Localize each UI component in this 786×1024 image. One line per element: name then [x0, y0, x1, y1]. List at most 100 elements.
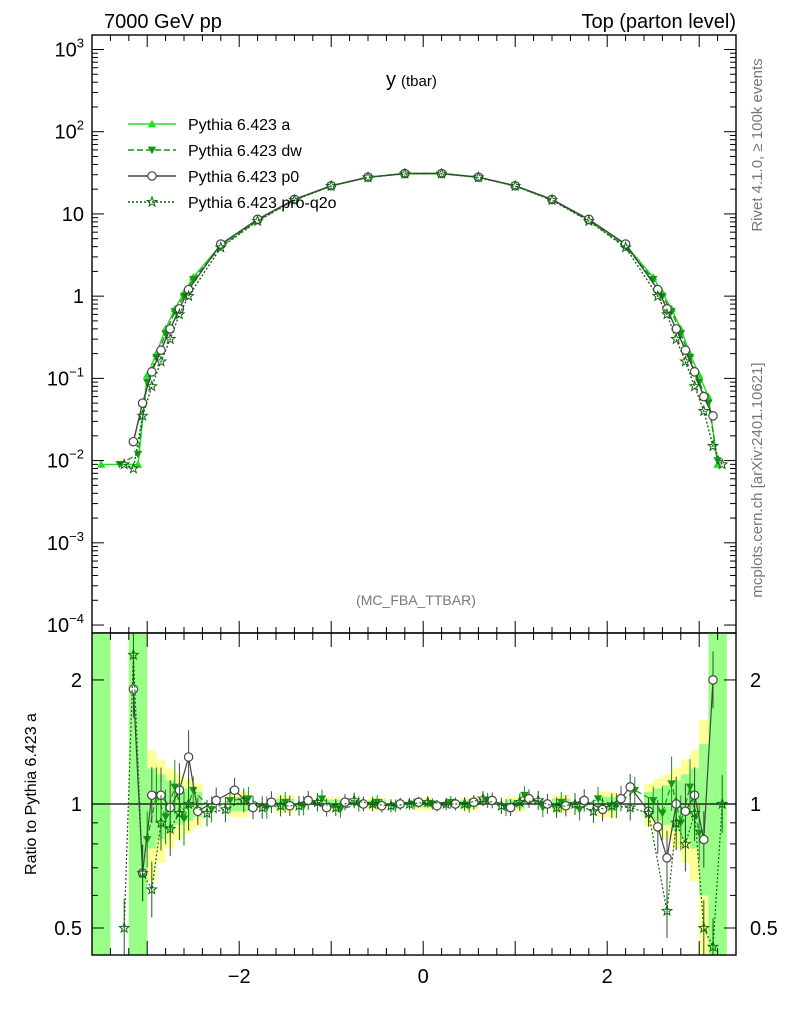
ratio-point: [550, 801, 563, 813]
legend-marker: [145, 195, 159, 208]
ratio-point: [147, 790, 157, 801]
ratio-point: [292, 799, 306, 811]
y-tick-label: 10−1: [47, 364, 84, 390]
legend-label: Pythia 6.423 a: [188, 117, 290, 134]
series-pythia-6-423-pro-q2o: [118, 167, 729, 474]
x-tick-label: 0: [418, 966, 429, 988]
legend-marker: [147, 171, 157, 181]
ratio-point: [716, 797, 729, 810]
ratio-point: [311, 795, 324, 808]
ratio-series-pythia-6-423-p0: [128, 651, 718, 902]
ratio-point: [284, 800, 295, 811]
ratio-point: [568, 797, 582, 810]
y-tick-label: 10−4: [47, 611, 84, 637]
y-tick-label: 10: [62, 204, 84, 226]
ratio-point: [413, 797, 424, 807]
ratio-y-tick-label: 2: [71, 670, 82, 692]
ratio-y-tick-label-right: 2: [750, 670, 761, 692]
ratio-point: [219, 802, 232, 815]
legend-label: Pythia 6.423 pro-q2o: [188, 195, 337, 212]
ratio-point: [513, 795, 526, 808]
data-point: [619, 241, 632, 253]
x-tick-label: 2: [602, 966, 613, 988]
ratio-point: [616, 793, 626, 804]
data-point: [545, 193, 559, 206]
data-point: [189, 276, 198, 284]
ratio-point: [366, 797, 379, 810]
data-point: [509, 179, 522, 192]
ratio-point: [329, 801, 342, 813]
ratio-point: [321, 802, 332, 813]
series-pythia-6-423-a: [97, 169, 722, 468]
ratio-point: [688, 806, 701, 819]
ratio-point: [348, 793, 361, 806]
data-point: [133, 460, 143, 468]
data-point: [680, 345, 691, 356]
ratio-point: [183, 752, 194, 762]
series-pythia-6-423-dw: [115, 170, 722, 469]
ratio-point: [237, 793, 250, 806]
legend-entry-pythia-6-423-a: Pythia 6.423 a: [128, 117, 290, 134]
ratio-point: [384, 799, 398, 811]
data-point: [147, 367, 157, 377]
data-point: [670, 332, 683, 345]
header-left: 7000 GeV pp: [104, 11, 222, 33]
ratio-point: [207, 806, 216, 814]
ratio-point: [193, 806, 203, 817]
ratio-point: [421, 795, 434, 808]
data-point: [325, 179, 338, 192]
ratio-point: [679, 837, 692, 850]
series-line: [123, 173, 723, 470]
legend-marker: [147, 146, 157, 155]
ratio-point: [395, 799, 405, 809]
data-point: [173, 307, 186, 320]
ratio-point: [266, 797, 277, 807]
ratio-point: [698, 834, 709, 845]
series-line: [101, 172, 719, 466]
data-point: [708, 411, 718, 421]
data-point: [145, 379, 158, 392]
data-point: [697, 404, 710, 417]
data-point: [127, 462, 140, 474]
ratio-point: [317, 795, 327, 803]
ratio-point: [170, 783, 179, 792]
data-point: [133, 450, 143, 459]
ratio-point: [695, 829, 704, 838]
uncertainty-band-green: [92, 633, 727, 955]
data-point: [660, 307, 674, 320]
data-point: [713, 457, 722, 465]
ratio-point: [697, 921, 710, 934]
ratio-point: [281, 798, 290, 807]
ratio-point: [706, 940, 720, 953]
header-right: Top (parton level): [581, 11, 736, 33]
rivet-label: Rivet 4.1.0, ≥ 100k events: [749, 58, 766, 231]
ratio-point: [642, 806, 655, 819]
y-tick-label: 1: [73, 286, 84, 308]
ratio-point: [118, 921, 131, 934]
ratio-point: [658, 809, 667, 818]
ratio-point: [660, 904, 674, 917]
data-point: [251, 214, 264, 227]
data-point: [182, 289, 195, 302]
ratio-point: [274, 799, 287, 811]
band-bin: [92, 633, 111, 955]
ratio-point: [145, 883, 158, 895]
y-tick-label: 10−3: [47, 529, 84, 555]
ratio-point: [624, 801, 637, 813]
ratio-point: [605, 799, 618, 811]
ratio-panel: 0.5 0.5 1 1 2 2 −2 0 2 Ratio to Pythia 6.423 a: [23, 632, 778, 988]
data-point: [649, 276, 658, 284]
ratio-point: [649, 797, 658, 805]
data-point: [679, 355, 692, 367]
plot-title: y (tbar): [386, 69, 437, 91]
ratio-point: [625, 782, 635, 792]
legend-label: Pythia 6.423 p0: [188, 169, 299, 186]
ratio-line: [132, 679, 714, 874]
ratio-point: [587, 804, 600, 817]
ratio-point: [211, 795, 221, 806]
series-line: [132, 172, 714, 442]
data-point: [651, 289, 664, 302]
data-point: [118, 457, 131, 470]
ratio-point: [579, 795, 589, 806]
